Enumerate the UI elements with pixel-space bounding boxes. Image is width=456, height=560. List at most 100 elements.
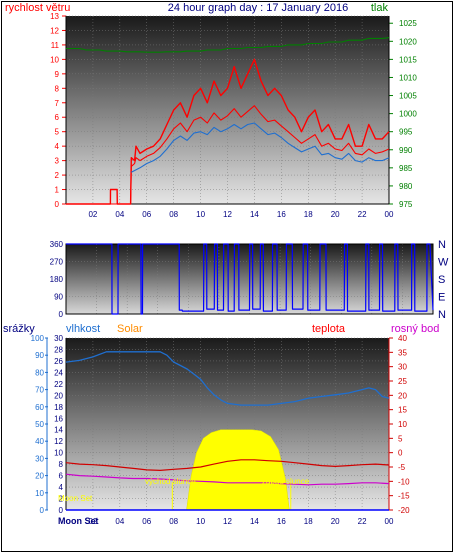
temp-tick-label: -15 <box>398 492 410 501</box>
direction-tick-label: 360 <box>50 240 64 249</box>
temp-tick-label: 0 <box>398 449 403 458</box>
x-tick-label: 18 <box>304 517 313 526</box>
direction-tick-label: 270 <box>50 258 64 267</box>
pressure-tick-label: 1025 <box>399 19 417 28</box>
avg-series-line <box>131 122 390 173</box>
x-tick-label: 22 <box>358 517 367 526</box>
x-tick-label: 16 <box>277 210 286 219</box>
pressure-tick-label: 1020 <box>399 37 417 46</box>
temp-tick-label: 5 <box>398 434 403 443</box>
x-tick-label: 00 <box>385 210 394 219</box>
rain-humidity-tick-label: 70 <box>35 386 44 395</box>
wind-series-line <box>66 105 390 205</box>
legend-humidity: vlhkost <box>66 323 100 335</box>
x-tick-label: 06 <box>142 517 151 526</box>
legend-dewpoint: rosný bod <box>391 323 439 335</box>
solar-scale-tick-label: 22 <box>54 380 63 389</box>
x-tick-label: 06 <box>142 210 151 219</box>
rain-humidity-tick-label: 80 <box>35 368 44 377</box>
wind-tick-label: 9 <box>55 70 60 79</box>
chart-title: 24 hour graph day : 17 January 2016 <box>168 2 348 14</box>
x-tick-label: 16 <box>277 517 286 526</box>
compass-label: W <box>438 257 449 269</box>
solar-scale-tick-label: 30 <box>54 334 63 343</box>
series-lines <box>65 37 434 511</box>
pressure-series-line <box>66 37 390 53</box>
temp-tick-label: 30 <box>398 363 407 372</box>
solar-scale-tick-label: 28 <box>54 345 63 354</box>
compass-label: N <box>438 309 446 321</box>
rain-humidity-tick-label: 20 <box>35 472 44 481</box>
x-tick-label: 20 <box>331 517 340 526</box>
rain-humidity-tick-label: 40 <box>35 437 44 446</box>
solar-scale-tick-label: 8 <box>59 460 64 469</box>
wind-tick-label: 4 <box>55 142 60 151</box>
solar-scale-tick-label: 26 <box>54 357 63 366</box>
compass-label: N <box>438 239 446 251</box>
temp-tick-label: 10 <box>398 420 407 429</box>
compass-label: S <box>438 274 445 286</box>
compass-label: E <box>438 292 445 304</box>
pressure-axis-title: tlak <box>371 2 389 14</box>
x-tick-label: 12 <box>223 210 232 219</box>
solar-scale-tick-label: 0 <box>59 506 64 515</box>
x-tick-label: 12 <box>223 517 232 526</box>
wind-tick-label: 8 <box>55 84 60 93</box>
solar-scale-tick-label: 10 <box>54 449 63 458</box>
x-tick-label: 20 <box>331 210 340 219</box>
annotation-sunset: západ slunce <box>262 477 310 486</box>
gust-series-line <box>66 58 390 205</box>
dewpoint-series-line <box>65 473 390 486</box>
x-tick-label: 18 <box>304 210 313 219</box>
pressure-tick-label: 975 <box>399 200 413 209</box>
legend-temperature: teplota <box>312 323 346 335</box>
solar-scale-tick-label: 14 <box>54 426 63 435</box>
pressure-tick-label: 1015 <box>399 55 417 64</box>
rain-humidity-tick-label: 10 <box>35 489 44 498</box>
pressure-tick-label: 1005 <box>399 92 417 101</box>
direction-tick-label: 180 <box>50 275 64 284</box>
solar-scale-tick-label: 6 <box>59 472 64 481</box>
solar-area <box>186 429 290 511</box>
x-tick-label: 02 <box>88 517 97 526</box>
rain-humidity-tick-label: 50 <box>35 420 44 429</box>
temp-tick-label: 15 <box>398 406 407 415</box>
temp-tick-label: 40 <box>398 334 407 343</box>
rain-humidity-tick-label: 90 <box>35 351 44 360</box>
x-tick-label: 02 <box>88 210 97 219</box>
humidity-series-line <box>65 351 390 406</box>
pressure-tick-label: 980 <box>399 182 413 191</box>
pressure-tick-label: 990 <box>399 146 413 155</box>
wind-tick-label: 0 <box>55 200 60 209</box>
wind-tick-label: 2 <box>55 171 60 180</box>
temperature-series-line <box>65 459 390 471</box>
x-tick-label: 14 <box>250 210 259 219</box>
wind-tick-label: 13 <box>50 12 59 21</box>
x-tick-label: 14 <box>250 517 259 526</box>
legend-rain: srážky <box>3 323 35 335</box>
legend-solar: Solar <box>117 323 143 335</box>
solar-scale-tick-label: 12 <box>54 437 63 446</box>
x-tick-label: 08 <box>169 517 178 526</box>
pressure-tick-label: 985 <box>399 164 413 173</box>
rain-humidity-tick-label: 60 <box>35 403 44 412</box>
temp-tick-label: -20 <box>398 506 410 515</box>
pressure-tick-label: 1010 <box>399 73 417 82</box>
solar-scale-tick-label: 16 <box>54 414 63 423</box>
axis-labels: 0123456789101112139759809859909951000100… <box>31 12 449 526</box>
wind-tick-label: 6 <box>55 113 60 122</box>
x-tick-label: 10 <box>196 517 205 526</box>
temp-tick-label: 25 <box>398 377 407 386</box>
x-tick-label: 22 <box>358 210 367 219</box>
wind-tick-label: 5 <box>55 128 60 137</box>
wind-tick-label: 1 <box>55 186 60 195</box>
x-tick-label: 04 <box>115 210 124 219</box>
rain-humidity-tick-label: 100 <box>31 334 45 343</box>
wind-tick-label: 3 <box>55 157 60 166</box>
temp-tick-label: 35 <box>398 348 407 357</box>
annotation-moon-set-bottom: Moon Set <box>58 516 99 526</box>
x-tick-label: 04 <box>115 517 124 526</box>
pressure-tick-label: 995 <box>399 128 413 137</box>
